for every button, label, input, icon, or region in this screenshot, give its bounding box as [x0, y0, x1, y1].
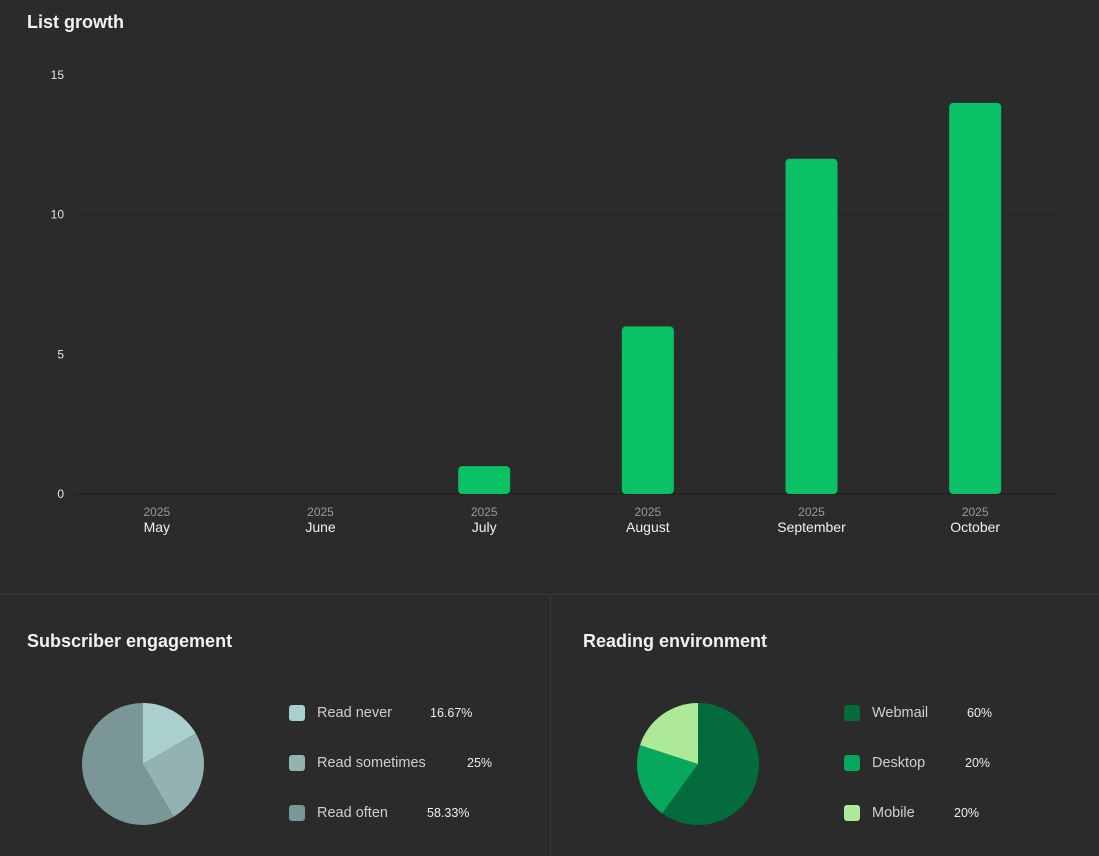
- legend-label: Webmail: [872, 705, 929, 721]
- pie-slice-read-sometimes[interactable]: [143, 733, 204, 817]
- y-tick-label: 15: [51, 68, 65, 82]
- subscriber-engagement-pie: [82, 703, 204, 825]
- bar-july[interactable]: [458, 466, 511, 494]
- x-tick-month: October: [950, 519, 1000, 535]
- legend-swatch: [289, 805, 305, 821]
- pie-slice-desktop[interactable]: [637, 745, 698, 814]
- legend-label: Read often: [317, 805, 388, 821]
- pie-slice-mobile[interactable]: [639, 703, 698, 764]
- section-divider-horizontal: [0, 594, 1099, 595]
- legend-label: Mobile: [872, 805, 915, 821]
- x-tick-year: 2025: [471, 505, 498, 519]
- pie-slice-read-often[interactable]: [82, 703, 174, 825]
- x-tick-year: 2025: [962, 505, 989, 519]
- bar-september[interactable]: [785, 158, 838, 495]
- legend-value: 20%: [965, 756, 991, 770]
- legend-value: 60%: [967, 706, 993, 720]
- legend-swatch: [289, 705, 305, 721]
- legend-swatch: [844, 755, 860, 771]
- x-tick-month: September: [777, 519, 846, 535]
- legend-label: Desktop: [872, 755, 926, 771]
- legend-value: 25%: [467, 756, 493, 770]
- list-growth-chart: 0510152025May2025June2025July2025August2…: [51, 68, 1056, 535]
- x-tick-month: May: [144, 519, 170, 535]
- reading-environment-title: Reading environment: [583, 631, 768, 651]
- section-divider-vertical: [550, 595, 551, 856]
- x-tick-year: 2025: [143, 505, 170, 519]
- pie-slice-read-never[interactable]: [143, 703, 196, 764]
- list-growth-title: List growth: [27, 12, 124, 32]
- legend-label: Read never: [317, 705, 392, 721]
- x-tick-month: June: [305, 519, 336, 535]
- legend-value: 16.67%: [430, 706, 473, 720]
- y-tick-label: 10: [51, 208, 65, 222]
- bar-october[interactable]: [949, 102, 1002, 494]
- reading-environment-pie: [637, 703, 759, 825]
- y-tick-label: 0: [57, 487, 64, 501]
- x-tick-year: 2025: [634, 505, 661, 519]
- pie-slice-webmail[interactable]: [662, 703, 759, 825]
- x-tick-month: July: [472, 519, 497, 535]
- legend-swatch: [289, 755, 305, 771]
- y-tick-label: 5: [57, 347, 64, 361]
- legend-value: 58.33%: [427, 806, 470, 820]
- x-tick-year: 2025: [307, 505, 334, 519]
- x-tick-month: August: [626, 519, 670, 535]
- legend-label: Read sometimes: [317, 755, 426, 771]
- legend-value: 20%: [954, 806, 980, 820]
- x-tick-year: 2025: [798, 505, 825, 519]
- legend-swatch: [844, 705, 860, 721]
- bar-august[interactable]: [621, 326, 674, 494]
- legend-swatch: [844, 805, 860, 821]
- subscriber-engagement-title: Subscriber engagement: [27, 631, 233, 651]
